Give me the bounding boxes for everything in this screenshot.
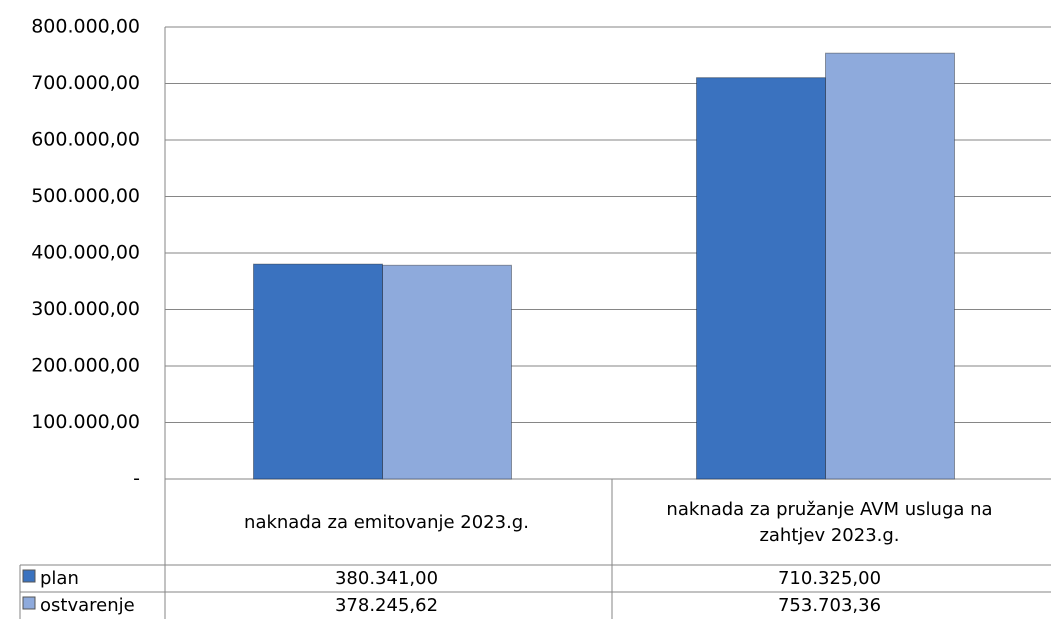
y-tick-label: 600.000,00 [31,129,140,151]
category-label: naknada za pružanje AVM usluga na zahtje… [666,498,993,546]
legend-key [22,596,36,610]
y-tick-label: 800.000,00 [31,16,140,38]
bar [253,263,383,480]
legend-label: ostvarenje [40,595,135,616]
y-tick-label: 700.000,00 [31,72,140,94]
legend-label: plan [40,568,79,589]
table-value: 378.245,62 [334,594,439,616]
table-value: 380.341,00 [334,567,439,589]
bar [825,52,955,480]
category-label: naknada za emitovanje 2023.g. [244,511,529,533]
y-tick-label: - [133,468,140,490]
y-tick-label: 500.000,00 [31,185,140,207]
table-value: 753.703,36 [777,594,882,616]
y-tick-label: 400.000,00 [31,242,140,264]
y-tick-label: 200.000,00 [31,355,140,377]
table-value: 710.325,00 [777,567,882,589]
legend-key [22,569,36,583]
bar [696,77,826,480]
y-tick-label: 100.000,00 [31,411,140,433]
bar [382,264,512,480]
y-tick-label: 300.000,00 [31,298,140,320]
